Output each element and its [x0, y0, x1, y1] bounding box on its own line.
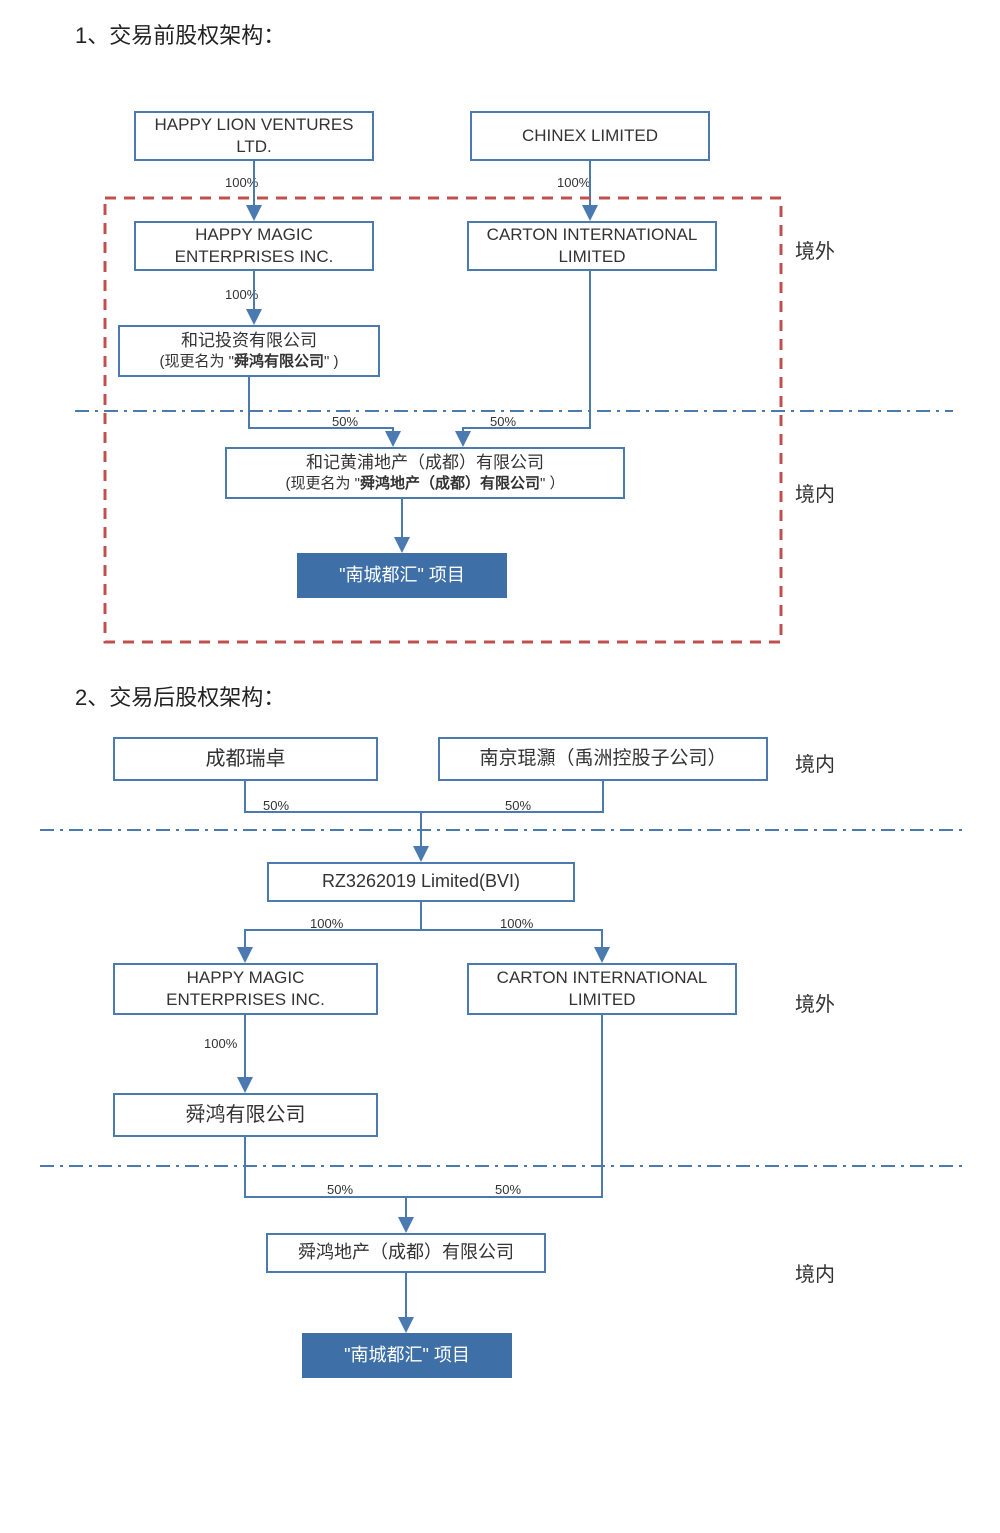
region-inside-2b: 境内 — [795, 1258, 835, 1287]
node-happy-magic-2: HAPPY MAGIC ENTERPRISES INC. — [113, 963, 378, 1015]
pct-label: 100% — [500, 916, 533, 931]
node-text: 和记黄浦地产（成都）有限公司 — [306, 452, 544, 474]
pct-label: 50% — [327, 1182, 353, 1197]
pct-label: 100% — [225, 287, 258, 302]
pct-label: 50% — [490, 414, 516, 429]
pct-label: 50% — [505, 798, 531, 813]
node-shunhong: 舜鸿有限公司 — [113, 1093, 378, 1137]
node-chinex: CHINEX LIMITED — [470, 111, 710, 161]
node-text: LIMITED — [558, 246, 625, 268]
node-shunhong-chengdu: 舜鸿地产（成都）有限公司 — [266, 1233, 546, 1273]
node-subtext: (现更名为 "舜鸿有限公司" ) — [159, 352, 338, 372]
node-rz-bvi: RZ3262019 Limited(BVI) — [267, 862, 575, 902]
node-text: HAPPY LION VENTURES — [154, 114, 353, 136]
node-project-2: "南城都汇" 项目 — [302, 1333, 512, 1378]
region-outside-1: 境外 — [795, 235, 835, 264]
node-heji-invest: 和记投资有限公司 (现更名为 "舜鸿有限公司" ) — [118, 325, 380, 377]
pct-label: 100% — [310, 916, 343, 931]
node-text: CARTON INTERNATIONAL — [487, 224, 698, 246]
node-text: LIMITED — [568, 989, 635, 1011]
pct-label: 100% — [225, 175, 258, 190]
section1-title: 1、交易前股权架构： — [75, 18, 285, 50]
pct-label: 50% — [495, 1182, 521, 1197]
pct-label: 100% — [204, 1036, 237, 1051]
region-inside-2a: 境内 — [795, 748, 835, 777]
node-project-1: "南城都汇" 项目 — [297, 553, 507, 598]
node-text: ENTERPRISES INC. — [166, 989, 325, 1011]
section2-title: 2、交易后股权架构： — [75, 680, 285, 712]
node-text: CHINEX LIMITED — [522, 125, 658, 147]
node-text: HAPPY MAGIC — [187, 967, 305, 989]
node-subtext: (现更名为 "舜鸿地产（成都）有限公司" ） — [285, 474, 564, 494]
node-text: ENTERPRISES INC. — [175, 246, 334, 268]
node-text: CARTON INTERNATIONAL — [497, 967, 708, 989]
node-text: HAPPY MAGIC — [195, 224, 313, 246]
page: 1、交易前股权架构： HAPPY LION VENTURES LTD. CHIN… — [0, 0, 1000, 1533]
node-happy-lion: HAPPY LION VENTURES LTD. — [134, 111, 374, 161]
node-happy-magic-1: HAPPY MAGIC ENTERPRISES INC. — [134, 221, 374, 271]
node-carton-2: CARTON INTERNATIONAL LIMITED — [467, 963, 737, 1015]
pct-label: 50% — [263, 798, 289, 813]
node-nanjing-kunhao: 南京琨灝（禹洲控股子公司） — [438, 737, 768, 781]
node-text: 和记投资有限公司 — [181, 330, 317, 352]
node-heji-chengdu: 和记黄浦地产（成都）有限公司 (现更名为 "舜鸿地产（成都）有限公司" ） — [225, 447, 625, 499]
node-carton-1: CARTON INTERNATIONAL LIMITED — [467, 221, 717, 271]
region-inside-1: 境内 — [795, 478, 835, 507]
pct-label: 100% — [557, 175, 590, 190]
node-chengdu-ruizhuo: 成都瑞卓 — [113, 737, 378, 781]
pct-label: 50% — [332, 414, 358, 429]
node-text: LTD. — [236, 136, 272, 158]
region-outside-2: 境外 — [795, 988, 835, 1017]
